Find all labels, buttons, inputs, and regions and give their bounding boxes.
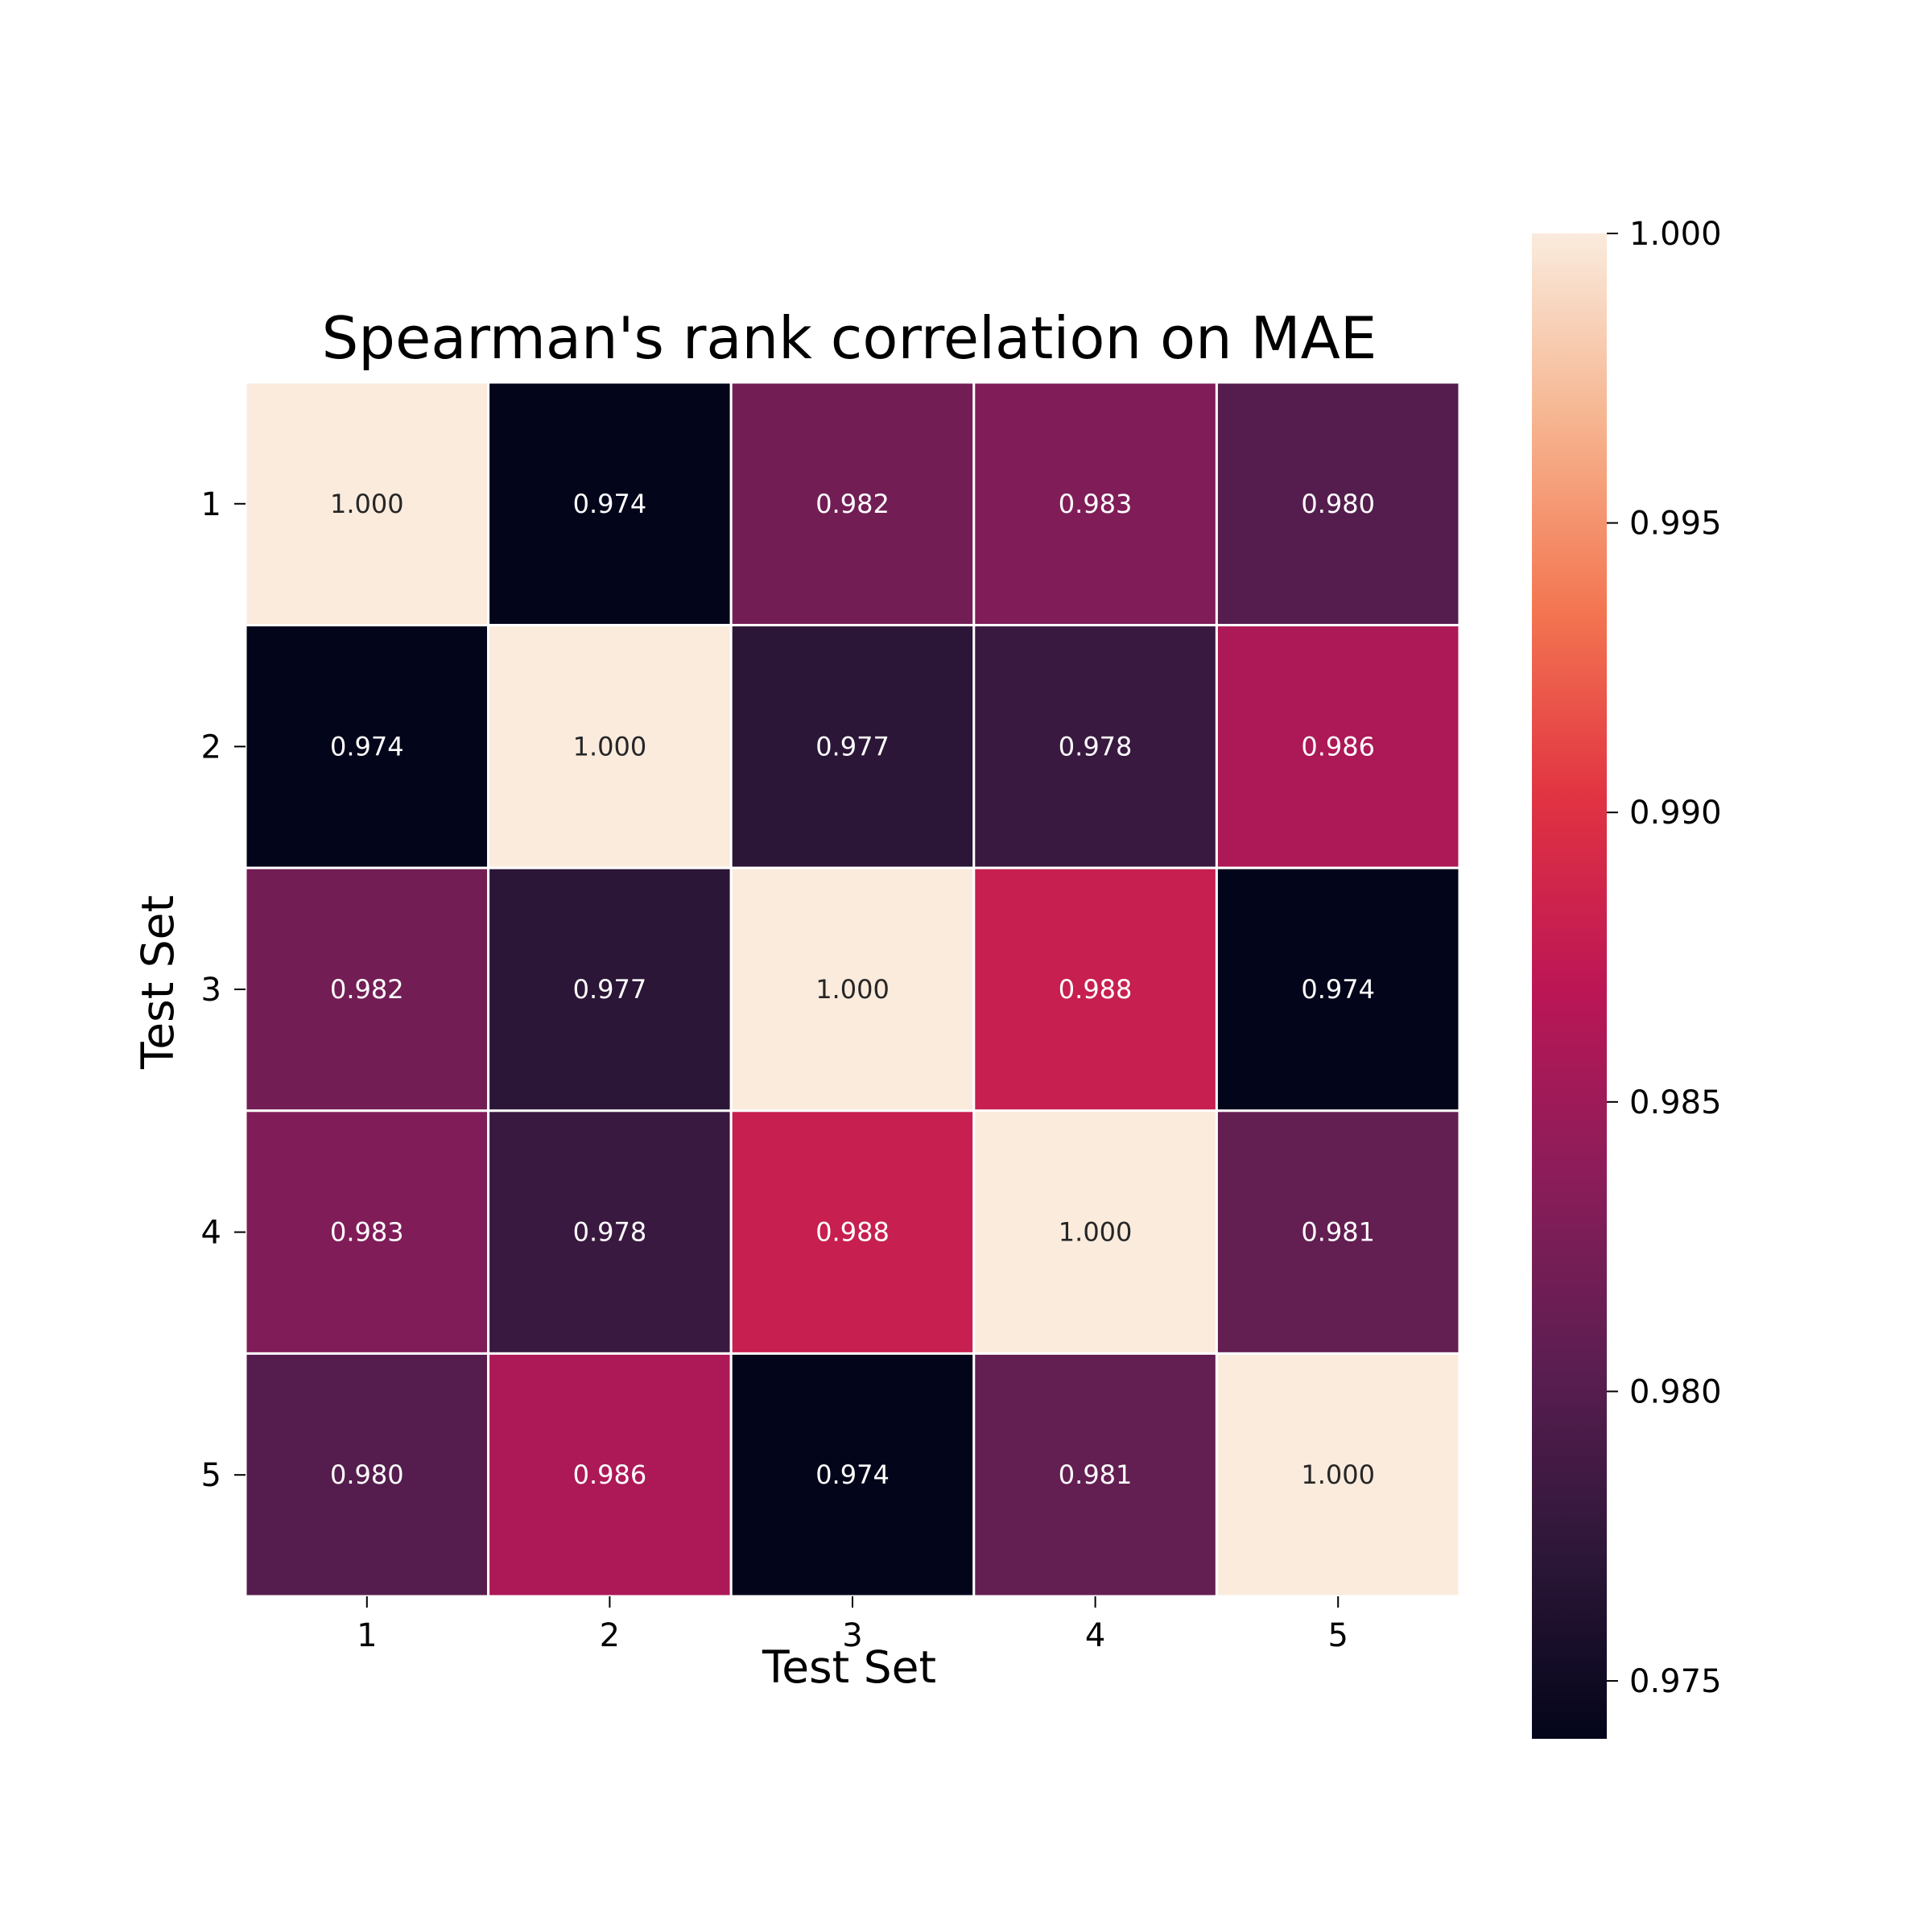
y-tick-label: 3 [201, 972, 221, 1009]
x-tick-label: 3 [842, 1617, 862, 1654]
heatmap-cell [729, 381, 976, 627]
y-tick-label: 2 [201, 729, 221, 766]
cell-value-label: 0.974 [573, 489, 647, 519]
chart-title: Spearman's rank correlation on MAE [322, 304, 1377, 372]
y-axis-label: Test Set [132, 895, 184, 1070]
x-tick-label: 5 [1327, 1617, 1348, 1654]
heatmap-cell [729, 1109, 976, 1355]
cell-value-label: 1.000 [1301, 1459, 1375, 1490]
heatmap-cell [244, 624, 490, 869]
x-tick-label: 4 [1085, 1617, 1105, 1654]
colorbar-tick-label: 0.995 [1629, 506, 1722, 543]
cell-value-label: 1.000 [1059, 1217, 1133, 1248]
y-axis-ticks: 1 2 3 4 5 [201, 486, 246, 1494]
heatmap-cell [972, 866, 1218, 1113]
cell-value-label: 0.982 [330, 974, 404, 1005]
heatmap-cell [729, 866, 976, 1113]
colorbar-tick-label: 0.980 [1629, 1373, 1722, 1410]
colorbar-tick-label: 0.985 [1629, 1084, 1722, 1121]
heatmap-cell [244, 1352, 490, 1598]
cell-value-label: 0.978 [573, 1217, 647, 1248]
heatmap-cell [1215, 1352, 1461, 1598]
cell-value-label: 0.980 [1301, 489, 1375, 519]
heatmap-cell [1215, 866, 1461, 1113]
cell-value-label: 0.986 [1301, 731, 1375, 762]
cell-value-label: 1.000 [815, 974, 890, 1005]
heatmap-cell [729, 624, 976, 869]
cell-value-label: 0.981 [1301, 1217, 1375, 1248]
x-axis-ticks: 1 2 3 4 5 [357, 1596, 1348, 1654]
y-tick-label: 1 [201, 486, 221, 523]
cell-value-label: 0.974 [815, 1459, 890, 1490]
heatmap-cell [729, 1352, 976, 1598]
colorbar-tick-label: 1.000 [1629, 216, 1722, 253]
heatmap-cell [972, 1109, 1218, 1355]
y-tick-label: 5 [201, 1457, 221, 1494]
cell-value-label: 0.978 [1059, 731, 1133, 762]
cell-value-label: 1.000 [573, 731, 647, 762]
x-tick-label: 1 [357, 1617, 377, 1654]
cell-value-label: 0.977 [815, 731, 890, 762]
cell-value-label: 0.983 [1059, 489, 1133, 519]
colorbar-gradient [1532, 233, 1607, 1739]
heatmap-cell [1215, 624, 1461, 869]
heatmap-cell [487, 381, 733, 627]
cell-value-label: 0.981 [1059, 1459, 1133, 1490]
heatmap-cell [487, 1352, 733, 1598]
heatmap-cells: 1.000 0.974 0.982 0.983 0.980 0.974 1.000 0.977… [244, 381, 1461, 1598]
cell-value-label: 0.986 [573, 1459, 647, 1490]
heatmap-cell [1215, 381, 1461, 627]
cell-value-label: 0.974 [1301, 974, 1375, 1005]
heatmap-cell [487, 866, 733, 1113]
cell-value-label: 1.000 [330, 489, 404, 519]
heatmap-cell [972, 381, 1218, 627]
cell-value-label: 0.982 [815, 489, 890, 519]
cell-value-label: 0.974 [330, 731, 404, 762]
colorbar-tick-label: 0.975 [1629, 1663, 1722, 1700]
cell-value-label: 0.983 [330, 1217, 404, 1248]
colorbar-tick-label: 0.990 [1629, 795, 1722, 832]
y-tick-label: 4 [201, 1215, 221, 1252]
heatmap-cell [244, 381, 490, 627]
cell-value-label: 0.977 [573, 974, 647, 1005]
colorbar: 0.975 0.980 0.985 0.990 0.995 1.000 [1532, 216, 1722, 1739]
x-tick-label: 2 [600, 1617, 620, 1654]
cell-value-label: 0.980 [330, 1459, 404, 1490]
cell-value-label: 0.988 [815, 1217, 890, 1248]
heatmap-cell [487, 1109, 733, 1355]
heatmap-cell [1215, 1109, 1461, 1355]
cell-value-label: 0.988 [1059, 974, 1133, 1005]
x-axis-label: Test Set [762, 1641, 936, 1693]
